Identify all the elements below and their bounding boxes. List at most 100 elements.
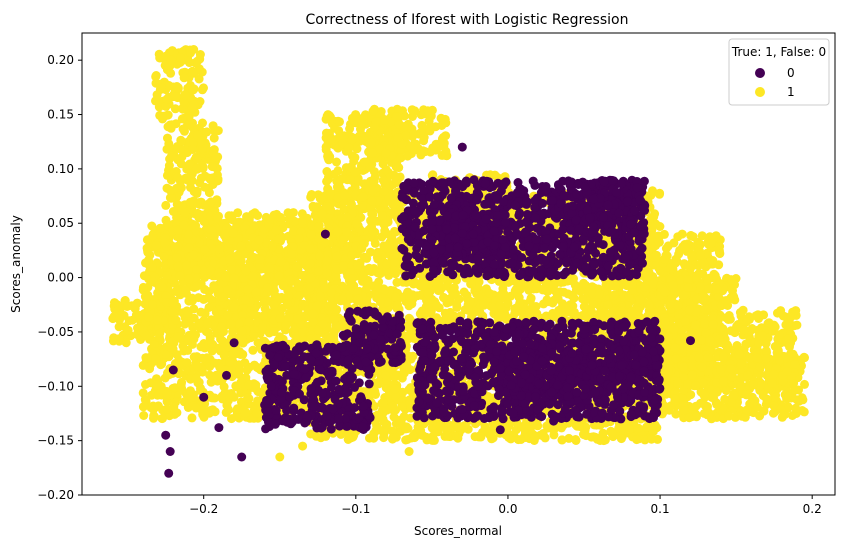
scatter-point-1 (240, 358, 250, 368)
scatter-point-1 (231, 346, 241, 356)
scatter-point-1 (439, 315, 449, 325)
scatter-point-1 (314, 222, 324, 232)
scatter-point-1 (357, 118, 367, 128)
scatter-point-1 (170, 104, 180, 114)
scatter-point-1 (192, 154, 202, 164)
scatter-point-1 (190, 58, 200, 68)
scatter-point-1 (193, 208, 203, 218)
scatter-point-1 (292, 262, 302, 272)
scatter-point-1 (147, 262, 157, 272)
scatter-point-1 (260, 304, 270, 314)
scatter-point-1 (160, 238, 170, 248)
scatter-point-1 (173, 332, 183, 342)
scatter-point-1 (329, 315, 339, 325)
scatter-point-1 (308, 317, 318, 327)
scatter-point-1 (179, 73, 189, 83)
scatter-point-1 (276, 212, 286, 222)
scatter-point-1 (192, 281, 202, 291)
scatter-point-1 (323, 174, 333, 184)
scatter-point-1 (148, 300, 157, 309)
scatter-point-1 (142, 331, 152, 341)
scatter-point-1 (369, 176, 379, 186)
scatter-point-1 (164, 139, 174, 149)
scatter-point-1 (246, 253, 256, 262)
scatter-point-1 (419, 136, 429, 146)
scatter-point-1 (188, 85, 198, 95)
scatter-point-1 (401, 424, 411, 434)
scatter-point-1 (273, 293, 283, 302)
scatter-point-1 (179, 397, 189, 407)
scatter-point-1 (189, 250, 198, 260)
scatter-point-1 (344, 143, 354, 153)
scatter-point-1 (410, 106, 420, 116)
scatter-point-1 (209, 133, 219, 143)
scatter-point-1 (524, 285, 534, 295)
scatter-point-1 (187, 413, 197, 423)
scatter-point-1 (378, 176, 388, 185)
scatter-point-1 (254, 235, 264, 245)
scatter-point-1 (326, 189, 335, 199)
scatter-point-1 (322, 167, 332, 176)
scatter-point-1 (360, 157, 370, 167)
scatter-point-1 (275, 313, 285, 323)
scatter-point-1 (121, 338, 131, 348)
scatter-point-1 (159, 252, 169, 262)
scatter-point-1 (144, 312, 153, 322)
scatter-point-1 (204, 328, 214, 338)
scatter-point-1 (175, 144, 185, 154)
scatter-point-1 (157, 414, 167, 424)
scatter-point-1 (173, 262, 183, 271)
scatter-point-1 (284, 313, 294, 322)
scatter-point-1 (205, 175, 215, 184)
scatter-point-1 (202, 127, 212, 137)
scatter-point-1 (138, 402, 148, 412)
scatter-point-1 (186, 183, 195, 192)
scatter-point-1 (347, 135, 357, 145)
scatter-point-1 (151, 71, 161, 80)
scatter-point-1 (179, 97, 189, 107)
scatter-point-1 (131, 300, 141, 310)
scatter-point-1 (199, 266, 208, 275)
scatter-point-1 (345, 175, 355, 185)
scatter-point-1 (148, 405, 158, 414)
scatter-point-1 (153, 315, 162, 325)
scatter-point-1 (195, 50, 205, 59)
scatter-point-1 (237, 326, 247, 336)
scatter-point-1 (160, 259, 170, 269)
scatter-point-1 (240, 408, 250, 418)
scatter-point-1 (168, 207, 178, 216)
scatter-point-1 (253, 396, 263, 406)
scatter-point-1 (188, 145, 198, 154)
scatter-point-1 (200, 245, 210, 255)
scatter-point-1 (215, 244, 224, 254)
scatter-point-1 (255, 255, 265, 264)
scatter-point-1 (294, 233, 304, 243)
scatter-point-1 (108, 314, 118, 324)
scatter-point-1 (161, 200, 171, 210)
scatter-point-1 (350, 167, 360, 177)
scatter-point-1 (233, 404, 243, 414)
scatter-point-1 (172, 183, 182, 193)
scatter-point-1 (258, 322, 268, 332)
scatter-point-1 (162, 404, 172, 414)
scatter-point-1 (199, 217, 209, 227)
scatter-point-1 (182, 260, 191, 270)
scatter-point-1 (380, 115, 390, 125)
scatter-point-1 (332, 157, 341, 167)
scatter-point-1 (223, 310, 233, 320)
scatter-point-1 (114, 322, 124, 332)
scatter-point-1 (438, 132, 448, 142)
scatter-point-1 (167, 151, 177, 161)
scatter-point-1 (196, 383, 205, 393)
scatter-point-1 (332, 182, 342, 192)
scatter-point-1 (172, 253, 182, 263)
scatter-point-1 (349, 156, 359, 166)
scatter-point-1 (327, 134, 337, 144)
points-layer (108, 45, 809, 478)
scatter-point-1 (553, 294, 563, 304)
scatter-point-1 (211, 152, 220, 162)
scatter-point-1 (177, 136, 186, 146)
scatter-point-1 (114, 314, 124, 324)
scatter-point-1 (171, 315, 181, 325)
scatter-point-1 (168, 297, 178, 307)
